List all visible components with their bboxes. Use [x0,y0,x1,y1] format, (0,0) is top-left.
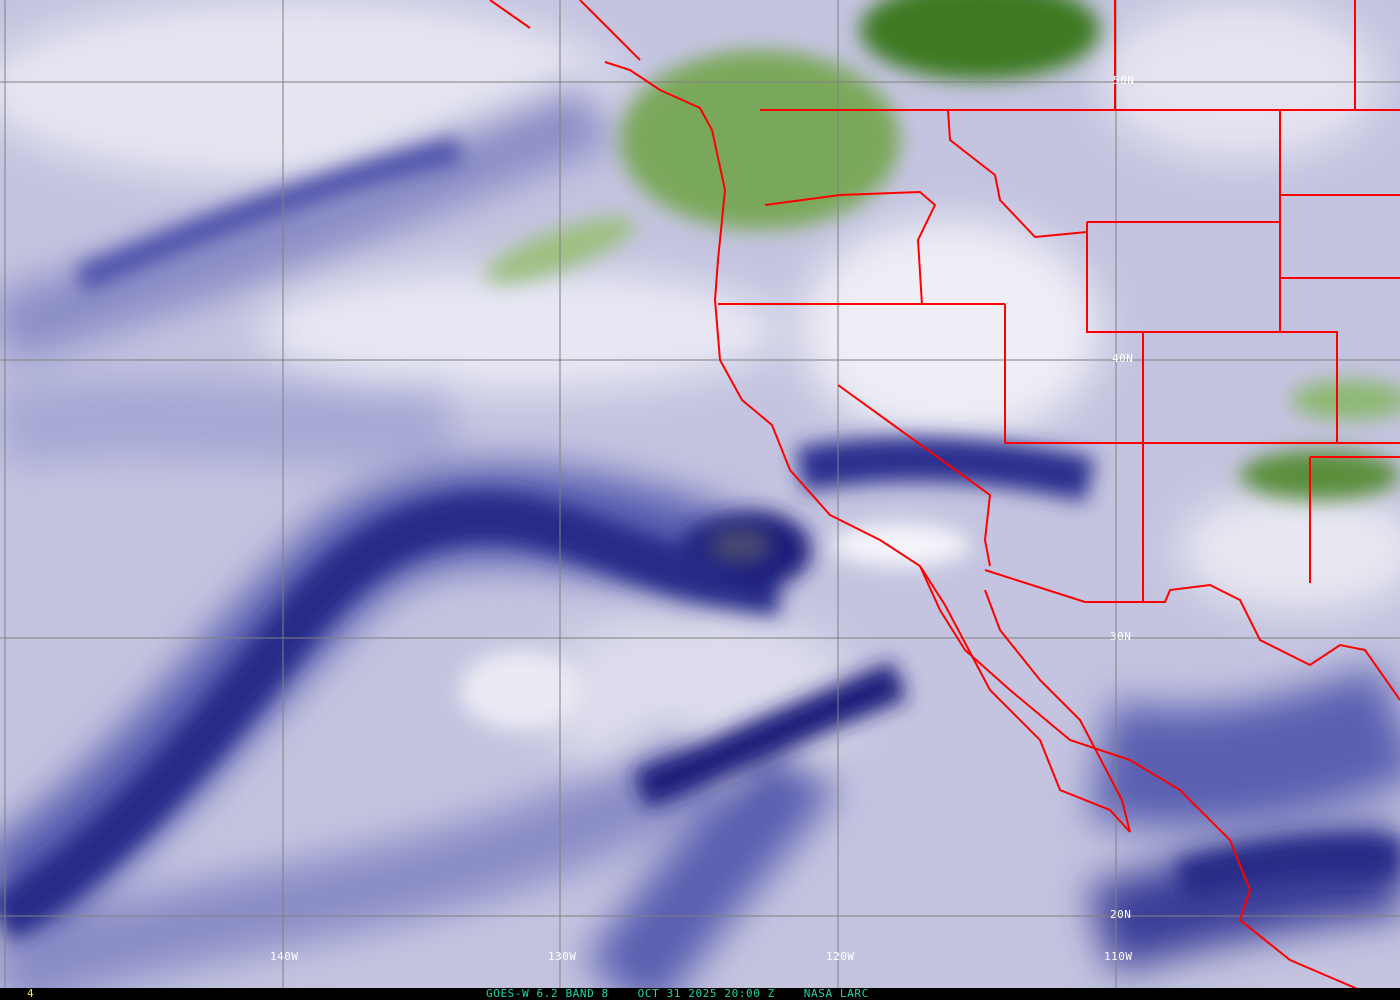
lat-label-40n: 40N [1112,352,1134,365]
image-caption: GOES-W 6.2 BAND 8 OCT 31 2025 20:00 Z NA… [486,987,869,1000]
lat-label-20n: 20N [1110,908,1132,921]
lon-label-130w: 130W [548,950,577,963]
lon-label-140w: 140W [270,950,299,963]
dry-regions [460,0,1400,730]
lat-label-50n: 50N [1113,74,1135,87]
lon-label-120w: 120W [826,950,855,963]
caption-bar: 4 GOES-W 6.2 BAND 8 OCT 31 2025 20:00 Z … [0,988,1400,1000]
lon-label-110w: 110W [1104,950,1133,963]
frame-number: 4 [27,987,34,1000]
political-borders [489,0,1400,990]
lat-label-30n: 30N [1110,630,1132,643]
